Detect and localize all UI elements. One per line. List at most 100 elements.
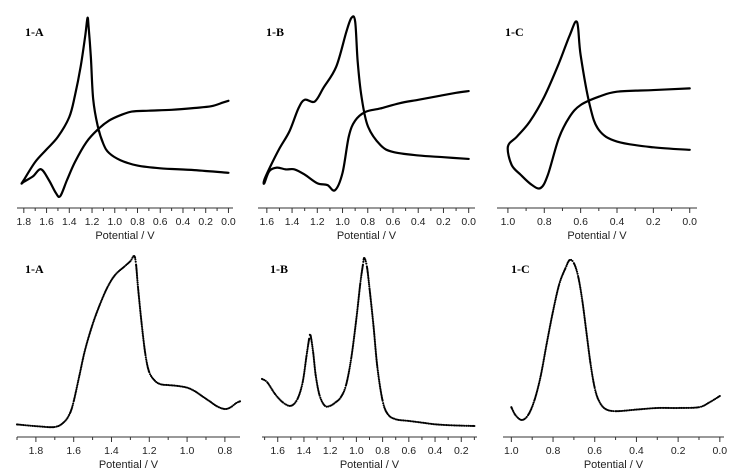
- dpv-point: [680, 406, 683, 410]
- dpv-point: [638, 408, 641, 411]
- panel-label: 1-A: [25, 25, 44, 39]
- dpv-point: [312, 356, 315, 360]
- dpv-point: [429, 422, 432, 425]
- dpv-point: [587, 347, 590, 350]
- x-tick-label: 0.4: [610, 216, 625, 228]
- dpv-point: [302, 377, 305, 380]
- x-axis-title: Potential / V: [584, 459, 644, 471]
- x-axis-title: Potential / V: [95, 230, 155, 242]
- dpv-point: [76, 381, 79, 384]
- dpv-point: [582, 306, 585, 309]
- dpv-point: [44, 425, 47, 429]
- dpv-point: [541, 365, 544, 368]
- dpv-point: [356, 310, 359, 313]
- dpv-point: [22, 424, 25, 427]
- dpv-point: [135, 274, 139, 277]
- dpv-point: [542, 358, 545, 361]
- dpv-point: [636, 408, 640, 411]
- dpv-point: [585, 334, 588, 337]
- dpv-point: [230, 405, 234, 408]
- dpv-point: [582, 309, 585, 312]
- dpv-point: [697, 406, 701, 409]
- dpv-point: [587, 350, 590, 353]
- dpv-point: [374, 348, 377, 351]
- dpv-point: [381, 399, 384, 402]
- dpv-point: [80, 366, 83, 369]
- dpv-point: [357, 296, 360, 299]
- dpv-point: [80, 363, 83, 366]
- dpv-point: [83, 350, 86, 353]
- dpv-point: [543, 355, 546, 358]
- dpv-point: [549, 320, 552, 324]
- dpv-point: [302, 373, 305, 376]
- dpv-point: [551, 310, 555, 313]
- dpv-point: [300, 385, 303, 388]
- x-tick-label: 1.4: [285, 216, 300, 228]
- dpv-point: [168, 384, 171, 387]
- dpv-point: [578, 284, 582, 288]
- dpv-point: [55, 425, 58, 428]
- dpv-point: [685, 406, 688, 409]
- dpv-point: [348, 368, 351, 371]
- dpv-point: [353, 332, 356, 335]
- cv-panel-1-A: 1.8 1.6 1.4 1.2 1.0 0.8 0.6 0.4 0.2 0.0 Potential …: [17, 16, 236, 242]
- dpv-point: [559, 279, 562, 282]
- dpv-point: [75, 386, 78, 389]
- dpv-point: [549, 324, 552, 327]
- dpv-point: [359, 282, 362, 285]
- dpv-point: [170, 384, 173, 387]
- dpv-point: [370, 308, 373, 311]
- dpv-point: [41, 425, 44, 428]
- dpv-point: [443, 423, 446, 427]
- dpv-point: [373, 338, 376, 341]
- dpv-point: [360, 274, 363, 277]
- dpv-point: [314, 376, 318, 379]
- dpv-point: [357, 295, 360, 298]
- dpv-point: [545, 345, 548, 348]
- dpv-point: [635, 408, 638, 411]
- x-tick-label: 1.4: [297, 445, 312, 457]
- dpv-point: [320, 398, 323, 401]
- dpv-point: [136, 281, 139, 284]
- dpv-point: [711, 399, 714, 402]
- x-tick-label: 1.6: [66, 445, 81, 457]
- dpv-point: [43, 425, 46, 428]
- x-tick-label: 0.8: [130, 216, 145, 228]
- dpv-point: [407, 419, 410, 423]
- dpv-point: [524, 417, 527, 420]
- dpv-point: [586, 342, 589, 345]
- dpv-point: [144, 356, 147, 359]
- dpv-point: [591, 375, 594, 378]
- dpv-point: [378, 385, 382, 388]
- dpv-point: [430, 422, 433, 426]
- dpv-point: [48, 426, 51, 429]
- dpv-point: [432, 423, 435, 426]
- dpv-point: [369, 298, 372, 301]
- dpv-point: [358, 291, 361, 295]
- dpv-point: [303, 366, 306, 370]
- dpv-point: [310, 338, 313, 341]
- dpv-point: [586, 340, 589, 343]
- dpv-point: [367, 277, 370, 280]
- dpv-point: [27, 424, 30, 427]
- dpv-point: [540, 368, 544, 371]
- dpv-point: [82, 353, 85, 356]
- dpv-point: [367, 281, 370, 284]
- dpv-point: [223, 408, 226, 411]
- dpv-point: [548, 329, 551, 332]
- dpv-point: [375, 358, 378, 361]
- dpv-point: [653, 407, 656, 410]
- dpv-point: [545, 342, 548, 345]
- dpv-point: [353, 328, 357, 331]
- dpv-point: [558, 282, 561, 286]
- dpv-point: [661, 406, 664, 409]
- dpv-point: [144, 354, 147, 357]
- dpv-point: [626, 409, 629, 412]
- x-tick-label: 1.2: [85, 216, 100, 228]
- dpv-point: [373, 333, 376, 336]
- dpv-point: [77, 377, 80, 381]
- dpv-point: [361, 263, 365, 266]
- dpv-point: [153, 379, 157, 382]
- x-tick-label: 1.8: [29, 445, 44, 457]
- dpv-point: [456, 424, 460, 427]
